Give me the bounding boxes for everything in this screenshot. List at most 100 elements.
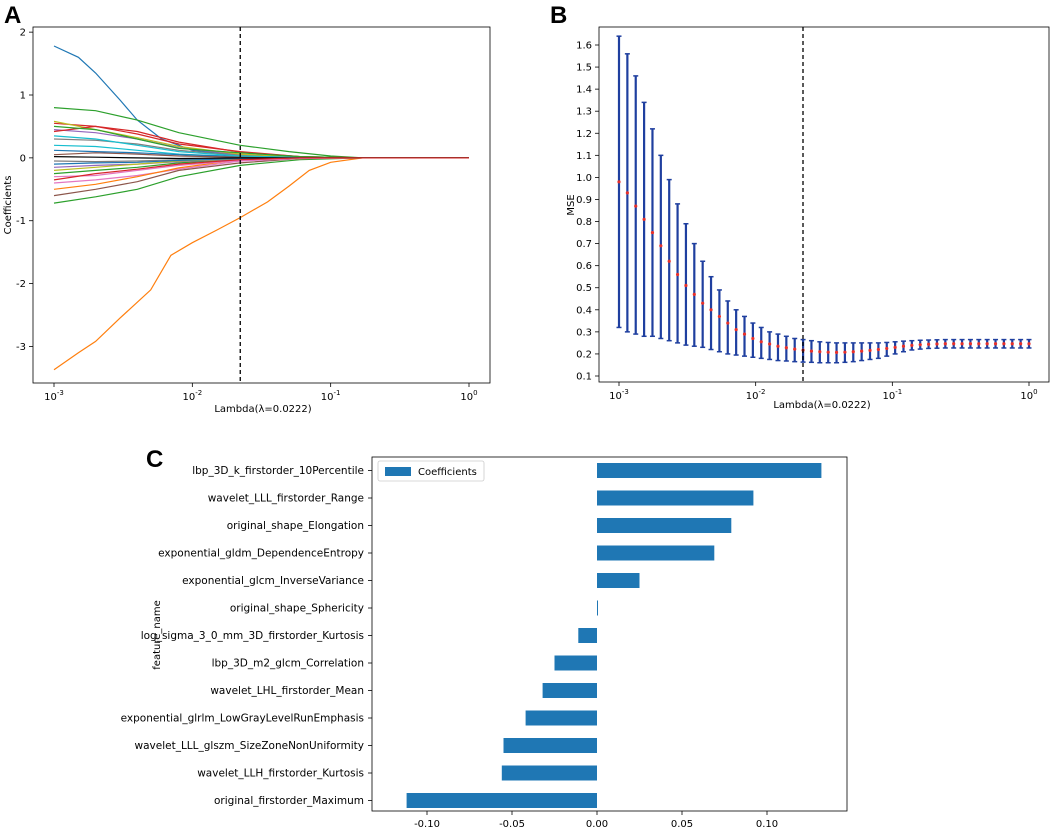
mean-point bbox=[759, 340, 763, 344]
coef-line-f2 bbox=[53, 157, 469, 371]
coefficient-bar bbox=[501, 765, 597, 781]
y-axis-label-c: feature_name bbox=[152, 600, 163, 669]
x-tick-label-c: 0.05 bbox=[671, 819, 693, 830]
mean-points bbox=[617, 180, 1031, 354]
mean-point bbox=[709, 308, 713, 312]
coef-line-f1 bbox=[53, 45, 469, 159]
x-tick-label-a: 10-1 bbox=[321, 389, 341, 403]
coefficient-bar bbox=[554, 655, 597, 671]
coefficient-bar bbox=[597, 490, 754, 506]
x-tick-label-b: 100 bbox=[1020, 388, 1037, 402]
y-tick-label-b: 1.3 bbox=[576, 107, 592, 118]
mean-point bbox=[910, 343, 914, 347]
x-tick-label-c: 0.10 bbox=[756, 819, 778, 830]
feature-label: wavelet_LLL_firstorder_Range bbox=[208, 493, 364, 505]
y-tick-label-a: -2 bbox=[16, 279, 26, 290]
x-tick-label-a: 10-2 bbox=[182, 389, 202, 403]
y-tick-label-b: 0.6 bbox=[576, 261, 592, 272]
feature-label: lbp_3D_k_firstorder_10Percentile bbox=[192, 465, 364, 477]
feature-label: log_sigma_3_0_mm_3D_firstorder_Kurtosis bbox=[141, 630, 364, 642]
feature-label: wavelet_LLH_firstorder_Kurtosis bbox=[197, 768, 364, 780]
mean-point bbox=[876, 347, 880, 352]
coef-line-f3 bbox=[53, 107, 469, 159]
mean-point bbox=[642, 217, 646, 221]
y-axis-ticks-b: 1.6 1.5 1.4 1.3 1.2 1.1 1.0 0.9 0.8 0.7 0.6 0.5 0.4 0… bbox=[576, 41, 599, 383]
mean-point bbox=[926, 342, 931, 346]
x-axis-label-a: Lambda(λ=0.0222) bbox=[214, 404, 311, 415]
mean-point bbox=[901, 344, 906, 348]
x-axis-ticks-b: 10-3 10-2 10-1 100 bbox=[609, 382, 1038, 402]
legend-swatch bbox=[385, 467, 411, 476]
feature-coefficient-bar-chart: lbp_3D_k_firstorder_10Percentile wavelet_… bbox=[121, 456, 848, 830]
mean-point bbox=[742, 332, 747, 336]
y-tick-label-a: -1 bbox=[16, 216, 26, 227]
coefficient-bar bbox=[597, 573, 640, 588]
mean-point bbox=[650, 230, 655, 235]
y-tick-label-b: 1.2 bbox=[576, 129, 592, 140]
y-tick-label-b: 0.7 bbox=[576, 239, 592, 250]
panel-label-c: C bbox=[146, 446, 163, 473]
coefficient-path-chart: 210-1-2-3 10-3 10-2 10-1 100 Lambda(λ=0.022… bbox=[3, 26, 491, 415]
panel-label-a: A bbox=[4, 2, 21, 29]
x-tick-label-c: -0.10 bbox=[414, 819, 440, 830]
mean-point bbox=[1019, 342, 1023, 346]
feature-label: wavelet_LLL_glszm_SizeZoneNonUniformity bbox=[135, 740, 365, 752]
mean-point bbox=[860, 349, 864, 353]
legend: Coefficients bbox=[377, 460, 485, 482]
feature-label: lbp_3D_m2_glcm_Correlation bbox=[212, 658, 364, 670]
mean-point bbox=[717, 314, 722, 319]
y-tick-label-b: 1.6 bbox=[576, 41, 592, 52]
mean-point bbox=[834, 350, 839, 354]
mean-point bbox=[734, 328, 738, 332]
coefficient-bar bbox=[503, 738, 597, 753]
y-tick-label-b: 1.0 bbox=[576, 173, 592, 184]
y-axis-ticks-a: 2 1 0 -1 -2 -3 bbox=[16, 28, 33, 353]
feature-label: exponential_glcm_InverseVariance bbox=[182, 575, 364, 587]
mean-point bbox=[943, 342, 947, 346]
mean-point bbox=[684, 283, 688, 288]
y-axis-label-b: MSE bbox=[566, 194, 577, 215]
mean-point bbox=[1002, 342, 1006, 346]
coefficient-bar bbox=[597, 600, 598, 616]
mean-point bbox=[701, 301, 705, 305]
mean-point bbox=[935, 342, 939, 346]
x-tick-label-a: 100 bbox=[460, 389, 477, 403]
mean-point bbox=[918, 343, 922, 347]
coefficient-bar bbox=[597, 463, 822, 478]
x-axis-ticks-c: -0.10 -0.05 0.00 0.05 0.10 bbox=[414, 811, 778, 830]
coefficient-bar bbox=[525, 710, 597, 726]
y-tick-label-b: 1.5 bbox=[576, 63, 592, 74]
panel-label-b: B bbox=[550, 2, 567, 29]
mse-cross-validation-chart: 1.6 1.5 1.4 1.3 1.2 1.1 1.0 0.9 0.8 0.7 0.6 0.5 0.4 0… bbox=[566, 26, 1050, 411]
y-tick-label-a: -3 bbox=[16, 342, 26, 353]
mean-point bbox=[768, 342, 772, 346]
mean-point bbox=[952, 342, 956, 346]
mean-point bbox=[960, 342, 964, 346]
feature-label: wavelet_LHL_firstorder_Mean bbox=[210, 685, 364, 697]
mean-point bbox=[977, 342, 981, 346]
y-tick-label-b: 0.8 bbox=[576, 217, 592, 228]
coefficient-bar bbox=[542, 683, 597, 698]
feature-label: original_firstorder_Maximum bbox=[214, 795, 364, 807]
x-tick-label-b: 10-3 bbox=[609, 388, 629, 402]
x-tick-label-c: -0.05 bbox=[499, 819, 525, 830]
mean-point bbox=[1010, 342, 1014, 346]
y-tick-label-a: 0 bbox=[20, 153, 26, 164]
mean-point bbox=[851, 350, 855, 354]
mean-point bbox=[784, 346, 788, 350]
mean-point bbox=[625, 191, 629, 195]
mean-point bbox=[793, 347, 797, 351]
mean-point bbox=[751, 336, 755, 341]
x-tick-label-a: 10-3 bbox=[44, 389, 64, 403]
coefficient-bars bbox=[406, 463, 822, 808]
mean-point bbox=[726, 321, 730, 325]
y-tick-label-b: 0.1 bbox=[576, 372, 592, 383]
coefficient-bar bbox=[578, 628, 597, 643]
legend-label: Coefficients bbox=[418, 467, 477, 478]
coef-line-f25 bbox=[53, 157, 469, 181]
plot-frame-a bbox=[32, 26, 491, 384]
mean-point bbox=[818, 350, 822, 354]
plot-frame-c bbox=[371, 456, 848, 812]
